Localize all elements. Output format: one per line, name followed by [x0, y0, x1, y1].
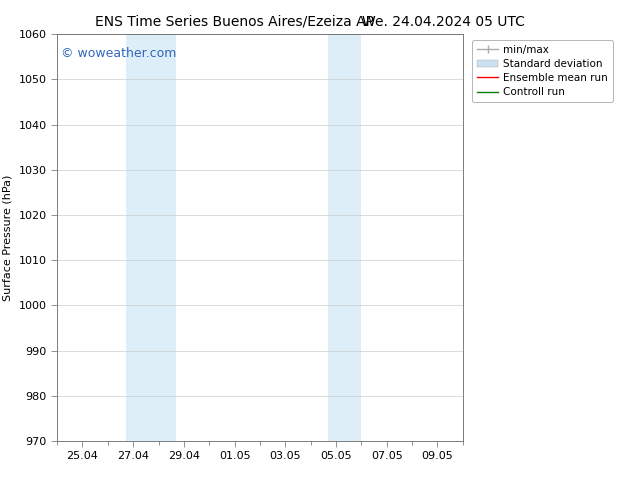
Bar: [126, 34, 176, 441]
Text: ENS Time Series Buenos Aires/Ezeiza AP: ENS Time Series Buenos Aires/Ezeiza AP: [95, 15, 374, 29]
Bar: [328, 34, 361, 441]
Text: We. 24.04.2024 05 UTC: We. 24.04.2024 05 UTC: [363, 15, 525, 29]
Text: © woweather.com: © woweather.com: [61, 47, 176, 59]
Legend: min/max, Standard deviation, Ensemble mean run, Controll run: min/max, Standard deviation, Ensemble me…: [472, 40, 613, 102]
Y-axis label: Surface Pressure (hPa): Surface Pressure (hPa): [3, 174, 13, 301]
